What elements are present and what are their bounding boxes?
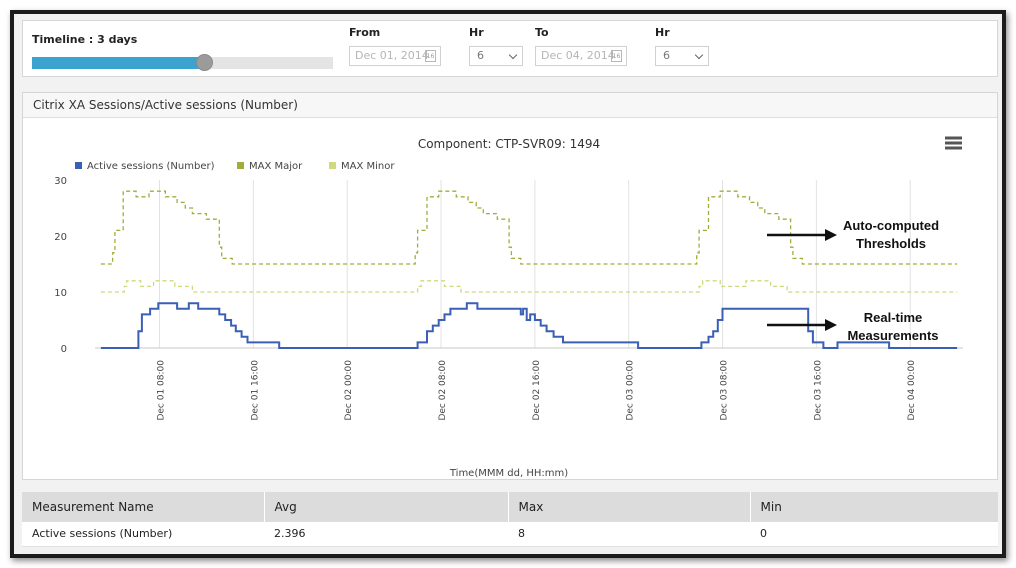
timeline-slider[interactable] xyxy=(32,54,333,71)
x-tick-label: Dec 02 08:00 xyxy=(438,360,448,421)
x-tick-label: Dec 04 00:00 xyxy=(907,360,917,421)
legend-swatch[interactable] xyxy=(329,162,336,169)
hr-to-label: Hr xyxy=(655,26,670,39)
y-tick-label: 0 xyxy=(61,344,67,355)
calendar-icon[interactable]: 16 xyxy=(425,50,436,62)
col-header-avg[interactable]: Avg xyxy=(263,492,508,522)
col-header-min[interactable]: Min xyxy=(749,492,998,522)
chart-panel: Citrix XA Sessions/Active sessions (Numb… xyxy=(22,92,998,480)
annotation-thresholds-line2: Thresholds xyxy=(856,236,926,251)
x-tick-label: Dec 03 16:00 xyxy=(813,360,823,421)
arrow-right-icon xyxy=(767,229,837,241)
legend-swatch[interactable] xyxy=(237,162,244,169)
timeline-panel: Timeline : 3 days From Dec 01, 2014 16 H… xyxy=(22,20,998,77)
series-line-max-major xyxy=(100,190,958,265)
series-line-max-minor xyxy=(100,280,958,293)
cell-max: 8 xyxy=(508,522,750,547)
x-tick-label: Dec 02 00:00 xyxy=(344,360,354,421)
legend-item: MAX Major xyxy=(249,161,303,172)
legend-swatch[interactable] xyxy=(75,162,82,169)
table-header-row: Measurement Name Avg Max Min xyxy=(22,492,998,522)
y-tick-label: 30 xyxy=(54,176,67,187)
table-row: Active sessions (Number) 2.396 8 0 xyxy=(22,522,998,547)
hr-to-value: 6 xyxy=(663,49,670,62)
x-axis-title: Time(MMM dd, HH:mm) xyxy=(449,468,568,478)
cell-avg: 2.396 xyxy=(264,522,508,547)
calendar-icon[interactable]: 16 xyxy=(611,50,622,62)
timeline-slider-handle[interactable] xyxy=(195,54,213,71)
hr-from-label: Hr xyxy=(469,26,484,39)
legend-item: MAX Minor xyxy=(341,161,395,172)
timeline-slider-fill xyxy=(32,57,204,69)
x-tick-label: Dec 03 08:00 xyxy=(720,360,730,421)
hamburger-menu-icon[interactable] xyxy=(945,136,962,150)
from-date-input[interactable]: Dec 01, 2014 16 xyxy=(349,46,441,66)
hr-from-select[interactable]: 6 xyxy=(469,46,523,66)
chart: Component: CTP-SVR09: 1494 Active session… xyxy=(54,136,963,478)
y-tick-label: 20 xyxy=(54,232,67,243)
x-tick-label: Dec 01 16:00 xyxy=(250,360,260,421)
measurement-table: Measurement Name Avg Max Min Active sess… xyxy=(22,492,998,547)
to-label: To xyxy=(535,26,549,39)
chevron-down-icon xyxy=(694,50,704,60)
y-tick-label: 10 xyxy=(54,288,67,299)
annotation-thresholds-line1: Auto-computed xyxy=(843,218,939,233)
col-header-max[interactable]: Max xyxy=(507,492,750,522)
chevron-down-icon xyxy=(508,50,518,60)
x-tick-label: Dec 02 16:00 xyxy=(532,360,542,421)
series-line-active-sessions xyxy=(100,302,958,349)
annotation-realtime-line1: Real-time xyxy=(864,310,923,325)
to-date-input[interactable]: Dec 04, 2014 16 xyxy=(535,46,627,66)
window-frame: Timeline : 3 days From Dec 01, 2014 16 H… xyxy=(10,10,1006,558)
to-date-value: Dec 04, 2014 xyxy=(541,49,615,62)
from-date-value: Dec 01, 2014 xyxy=(355,49,429,62)
x-tick-label: Dec 01 08:00 xyxy=(157,360,167,421)
cell-min: 0 xyxy=(750,522,998,547)
hr-to-select[interactable]: 6 xyxy=(655,46,709,66)
x-tick-label: Dec 03 00:00 xyxy=(626,360,636,421)
cell-measurement-name: Active sessions (Number) xyxy=(22,522,264,547)
arrow-right-icon xyxy=(767,319,837,331)
timeline-label: Timeline : 3 days xyxy=(32,33,138,46)
hr-from-value: 6 xyxy=(477,49,484,62)
annotation-realtime-line2: Measurements xyxy=(847,328,938,343)
chart-panel-title: Citrix XA Sessions/Active sessions (Numb… xyxy=(23,93,997,118)
chart-title: Component: CTP-SVR09: 1494 xyxy=(418,137,600,151)
legend-item: Active sessions (Number) xyxy=(87,161,215,172)
col-header-measurement-name[interactable]: Measurement Name xyxy=(22,492,264,522)
from-label: From xyxy=(349,26,381,39)
